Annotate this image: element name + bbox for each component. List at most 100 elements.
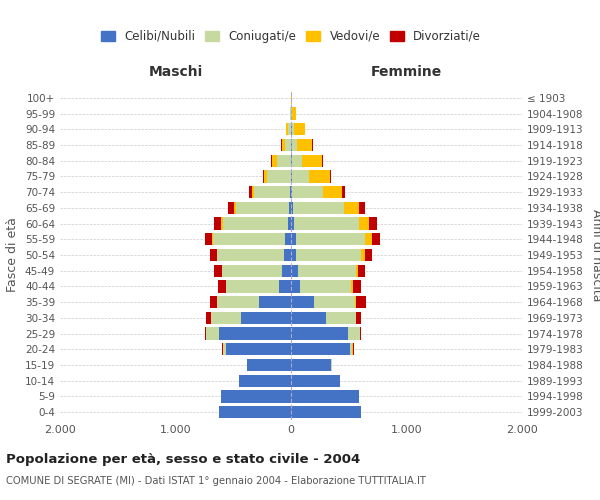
Text: Maschi: Maschi bbox=[148, 65, 203, 79]
Bar bbox=[293, 202, 344, 214]
Bar bbox=[326, 312, 356, 324]
Bar bbox=[291, 359, 331, 371]
Bar bbox=[277, 154, 291, 167]
Bar bbox=[356, 312, 361, 324]
Bar bbox=[292, 170, 310, 182]
Bar bbox=[296, 249, 361, 261]
Bar bbox=[284, 233, 291, 245]
Bar bbox=[365, 249, 373, 261]
Bar bbox=[287, 218, 291, 230]
Bar bbox=[234, 202, 236, 214]
Bar bbox=[241, 312, 291, 324]
Bar bbox=[323, 186, 343, 198]
Bar bbox=[259, 296, 291, 308]
Bar bbox=[353, 280, 361, 292]
Bar bbox=[291, 374, 340, 387]
Bar bbox=[351, 280, 353, 292]
Bar bbox=[356, 296, 366, 308]
Bar bbox=[228, 202, 234, 214]
Bar bbox=[263, 170, 264, 182]
Bar bbox=[221, 218, 223, 230]
Bar bbox=[239, 374, 291, 387]
Bar bbox=[300, 280, 351, 292]
Bar bbox=[206, 328, 220, 340]
Bar bbox=[365, 233, 372, 245]
Bar bbox=[292, 108, 296, 120]
Legend: Celibi/Nubili, Coniugati/e, Vedovi/e, Divorziati/e: Celibi/Nubili, Coniugati/e, Vedovi/e, Di… bbox=[101, 30, 481, 43]
Bar bbox=[291, 280, 300, 292]
Bar bbox=[217, 296, 259, 308]
Bar bbox=[358, 264, 365, 277]
Bar bbox=[283, 264, 291, 277]
Bar bbox=[291, 296, 314, 308]
Bar bbox=[205, 328, 206, 340]
Bar bbox=[298, 264, 356, 277]
Bar bbox=[267, 170, 291, 182]
Bar bbox=[211, 312, 241, 324]
Bar bbox=[284, 139, 291, 151]
Bar bbox=[218, 280, 226, 292]
Bar bbox=[221, 390, 291, 402]
Bar bbox=[280, 280, 291, 292]
Bar bbox=[214, 218, 221, 230]
Bar bbox=[284, 249, 291, 261]
Bar bbox=[286, 123, 288, 136]
Bar bbox=[272, 154, 277, 167]
Bar bbox=[214, 264, 222, 277]
Bar bbox=[249, 186, 252, 198]
Bar bbox=[291, 264, 298, 277]
Bar bbox=[220, 328, 291, 340]
Bar bbox=[343, 186, 345, 198]
Bar bbox=[217, 249, 284, 261]
Bar bbox=[206, 312, 211, 324]
Bar bbox=[290, 186, 291, 198]
Y-axis label: Anni di nascita: Anni di nascita bbox=[590, 209, 600, 301]
Bar bbox=[295, 123, 305, 136]
Bar bbox=[226, 280, 280, 292]
Bar bbox=[291, 406, 361, 418]
Bar bbox=[292, 154, 302, 167]
Bar bbox=[359, 202, 365, 214]
Bar bbox=[213, 233, 284, 245]
Bar bbox=[291, 218, 294, 230]
Bar bbox=[296, 233, 365, 245]
Bar bbox=[291, 343, 350, 355]
Bar bbox=[220, 406, 291, 418]
Bar bbox=[350, 343, 352, 355]
Bar bbox=[292, 123, 295, 136]
Bar bbox=[223, 218, 287, 230]
Bar bbox=[292, 186, 323, 198]
Bar bbox=[369, 218, 377, 230]
Bar bbox=[254, 186, 290, 198]
Bar bbox=[372, 233, 380, 245]
Bar bbox=[226, 343, 291, 355]
Bar bbox=[291, 249, 296, 261]
Bar bbox=[294, 218, 359, 230]
Bar bbox=[344, 202, 359, 214]
Bar bbox=[247, 359, 291, 371]
Bar bbox=[292, 139, 298, 151]
Bar bbox=[271, 154, 272, 167]
Bar bbox=[264, 170, 267, 182]
Bar bbox=[252, 186, 254, 198]
Bar bbox=[209, 249, 217, 261]
Text: Popolazione per età, sesso e stato civile - 2004: Popolazione per età, sesso e stato civil… bbox=[6, 452, 360, 466]
Bar bbox=[291, 390, 359, 402]
Bar bbox=[355, 296, 356, 308]
Bar bbox=[291, 186, 292, 198]
Bar bbox=[288, 123, 291, 136]
Bar bbox=[291, 328, 347, 340]
Text: COMUNE DI SEGRATE (MI) - Dati ISTAT 1° gennaio 2004 - Elaborazione TUTTITALIA.IT: COMUNE DI SEGRATE (MI) - Dati ISTAT 1° g… bbox=[6, 476, 426, 486]
Bar bbox=[291, 202, 293, 214]
Bar bbox=[330, 170, 331, 182]
Bar bbox=[282, 139, 284, 151]
Bar bbox=[356, 264, 358, 277]
Bar bbox=[291, 312, 326, 324]
Bar bbox=[302, 154, 322, 167]
Bar bbox=[210, 296, 217, 308]
Bar bbox=[314, 296, 355, 308]
Bar bbox=[347, 328, 360, 340]
Y-axis label: Fasce di età: Fasce di età bbox=[7, 218, 19, 292]
Text: Femmine: Femmine bbox=[371, 65, 442, 79]
Bar bbox=[361, 249, 365, 261]
